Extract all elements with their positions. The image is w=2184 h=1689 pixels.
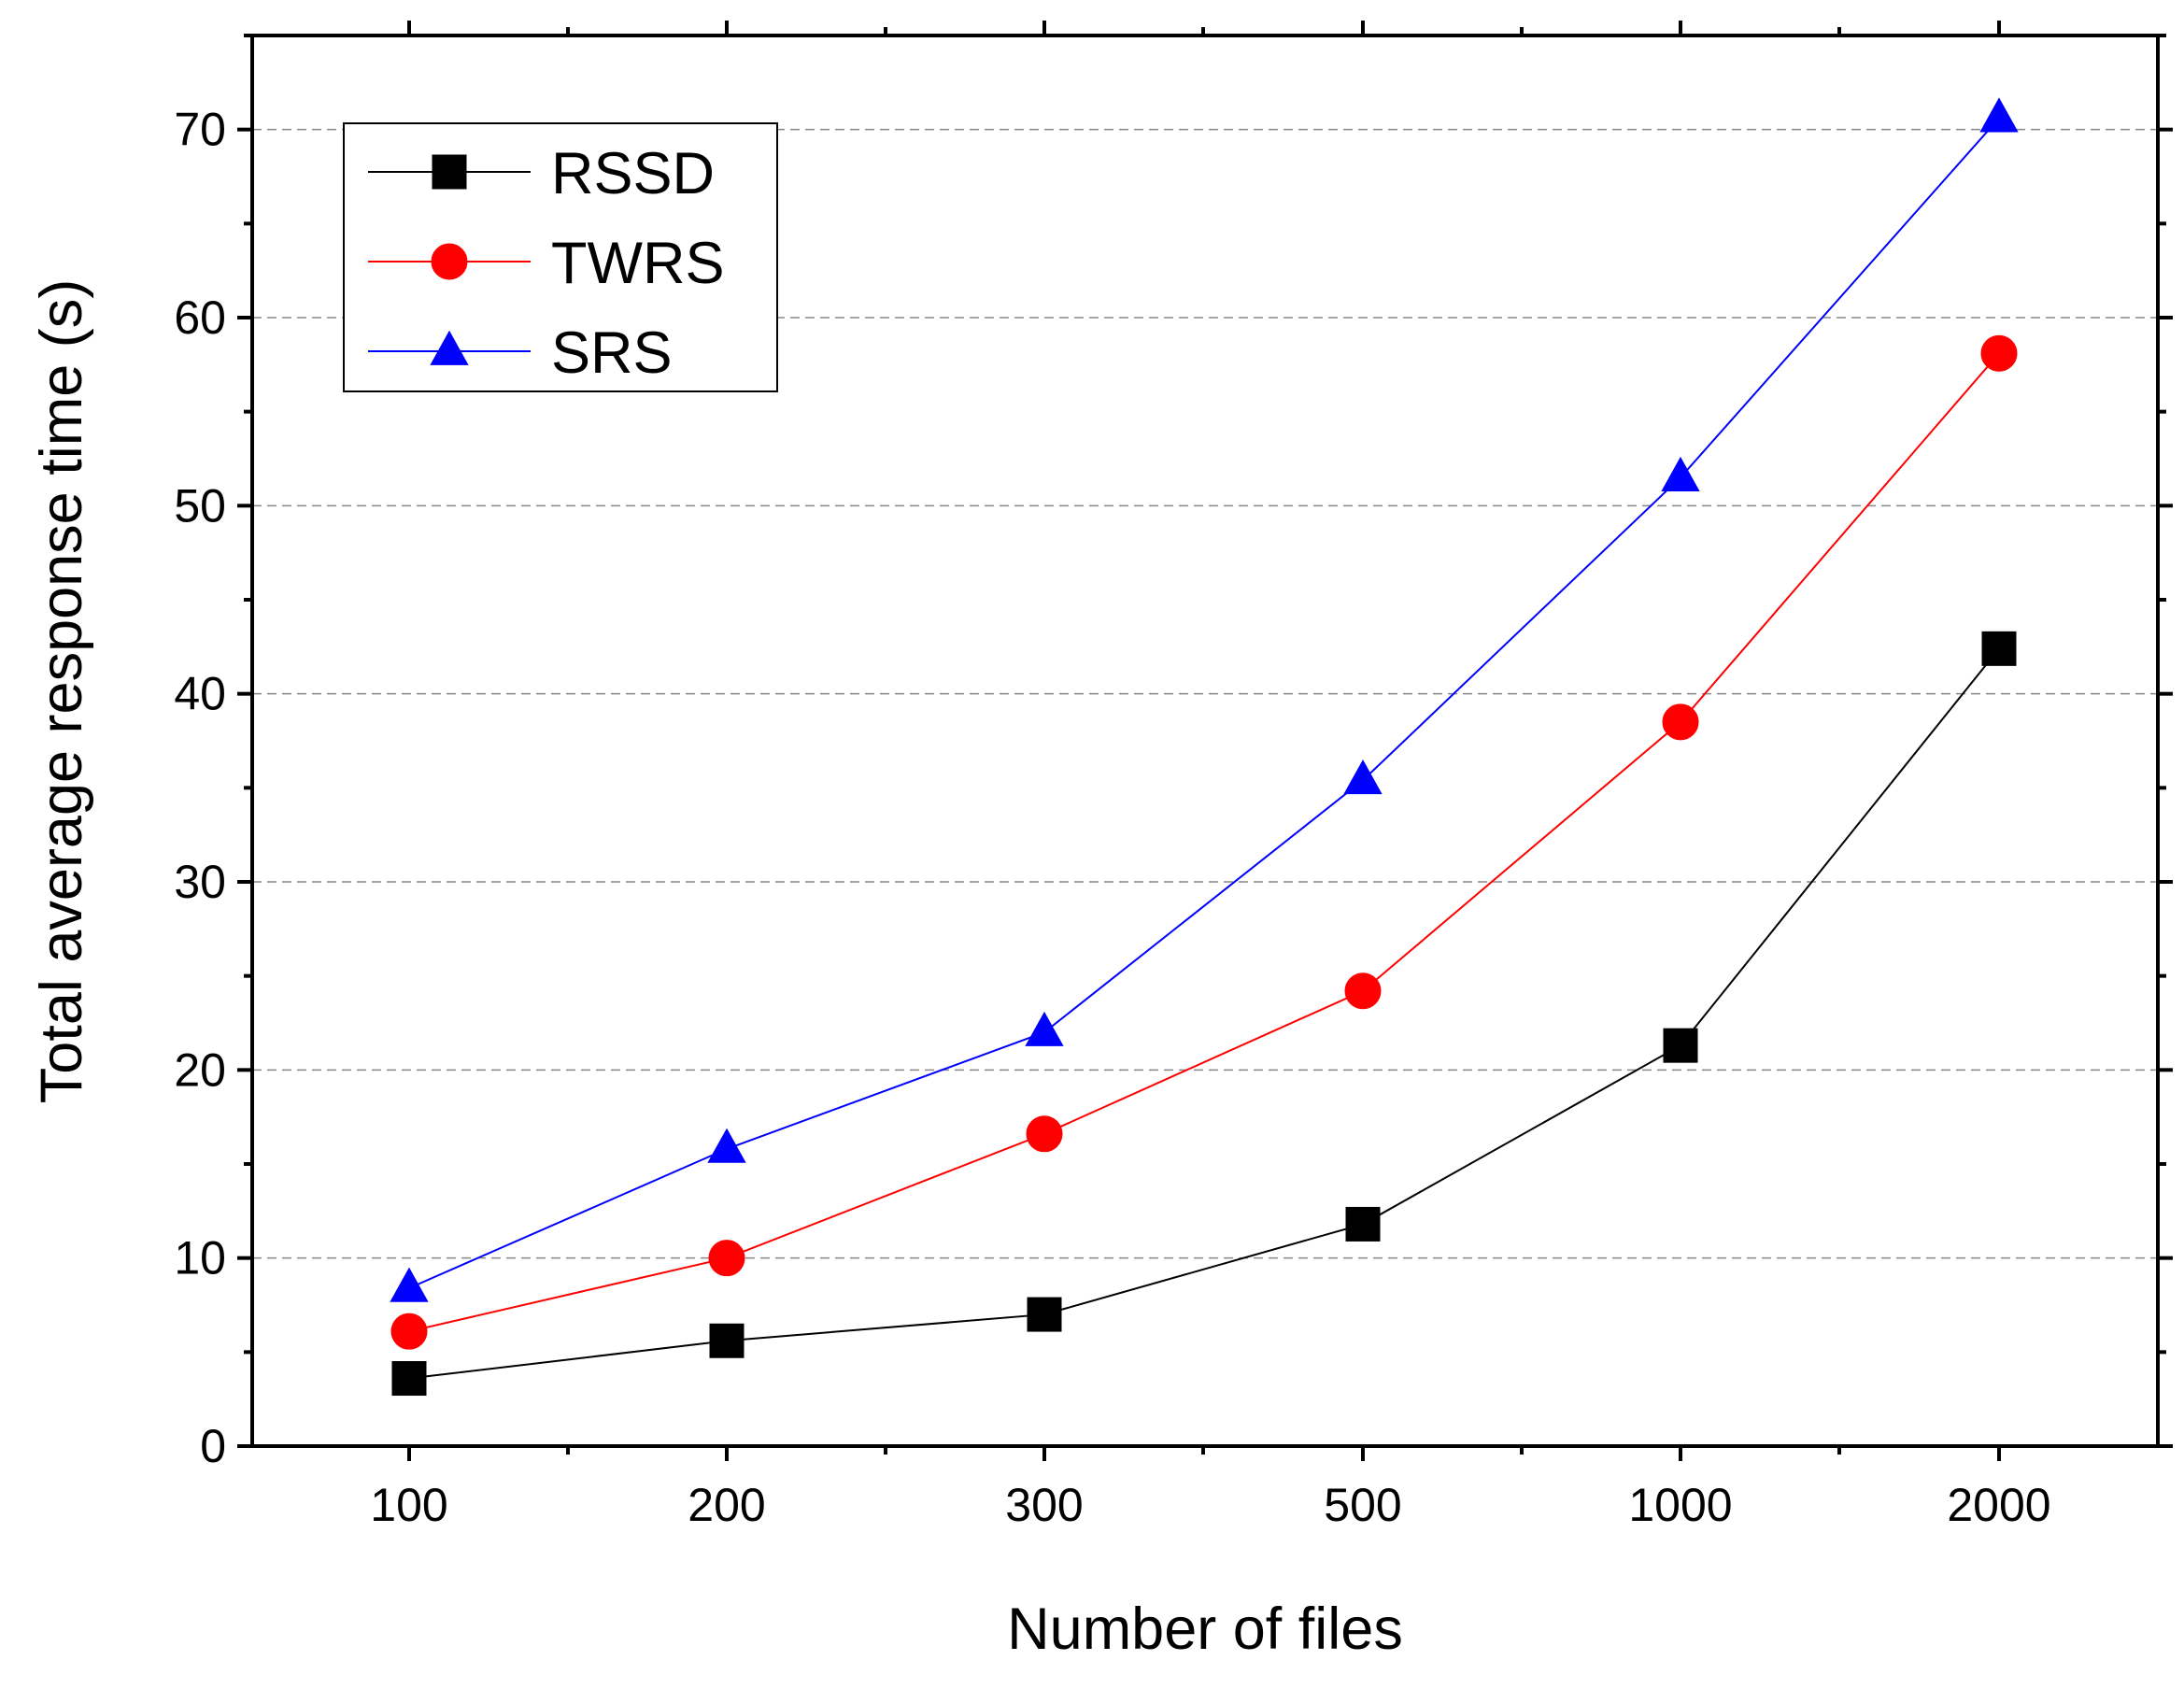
series-srs (390, 97, 2019, 1302)
data-point-rssd (1027, 1297, 1062, 1332)
x-tick-label: 100 (370, 1479, 447, 1531)
legend-marker (431, 243, 468, 280)
y-tick-label: 20 (174, 1043, 226, 1096)
data-point-srs (1661, 456, 1700, 491)
data-point-twrs (1026, 1115, 1063, 1153)
data-point-rssd (1981, 631, 2017, 666)
series-group (390, 97, 2019, 1397)
y-axis-title: Total average response time (s) (29, 279, 94, 1103)
data-point-twrs (1980, 334, 2018, 372)
data-point-rssd (391, 1361, 427, 1397)
series-rssd (391, 631, 2017, 1397)
x-tick-label: 500 (1324, 1479, 1401, 1531)
x-axis-title: Number of files (1007, 1597, 1403, 1662)
data-point-srs (1343, 759, 1383, 795)
y-tick-label: 70 (174, 104, 226, 156)
legend-marker (432, 154, 467, 190)
legend-label: RSSD (551, 141, 715, 206)
x-tick-label: 300 (1005, 1479, 1083, 1531)
data-point-twrs (390, 1313, 428, 1350)
data-point-srs (1025, 1011, 1064, 1046)
legend-item-srs: SRS (368, 320, 673, 386)
legend: RSSD TWRS SRS (343, 122, 778, 392)
legend-box (343, 122, 778, 392)
data-point-twrs (1662, 703, 1699, 741)
axes: 0 10 20 30 40 50 60 70 100 200 300 500 1000 2000 (174, 21, 2173, 1531)
data-point-twrs (708, 1240, 745, 1277)
data-point-rssd (709, 1323, 745, 1358)
legend-label: TWRS (551, 231, 724, 296)
data-point-srs (1979, 97, 2019, 133)
y-tick-label: 30 (174, 856, 226, 908)
series-twrs (390, 334, 2018, 1350)
legend-item-twrs: TWRS (368, 231, 724, 296)
data-point-rssd (1663, 1028, 1698, 1063)
y-tick-label: 50 (174, 479, 226, 532)
y-tick-label: 60 (174, 291, 226, 344)
y-tick-label: 0 (200, 1420, 226, 1472)
data-point-srs (707, 1128, 746, 1163)
legend-label: SRS (551, 320, 673, 386)
legend-marker (430, 330, 469, 365)
series-line-twrs (408, 352, 2000, 1333)
data-point-twrs (1344, 972, 1382, 1010)
data-point-rssd (1345, 1206, 1381, 1242)
data-point-srs (390, 1267, 429, 1302)
y-tick-label: 10 (174, 1232, 226, 1284)
series-line-srs (408, 117, 2000, 1289)
x-tick-label: 200 (688, 1479, 765, 1531)
series-line-rssd (408, 647, 2000, 1380)
x-tick-label: 2000 (1947, 1479, 2050, 1531)
y-tick-label: 40 (174, 668, 226, 720)
x-tick-label: 1000 (1628, 1479, 1732, 1531)
legend-item-rssd: RSSD (368, 141, 715, 206)
